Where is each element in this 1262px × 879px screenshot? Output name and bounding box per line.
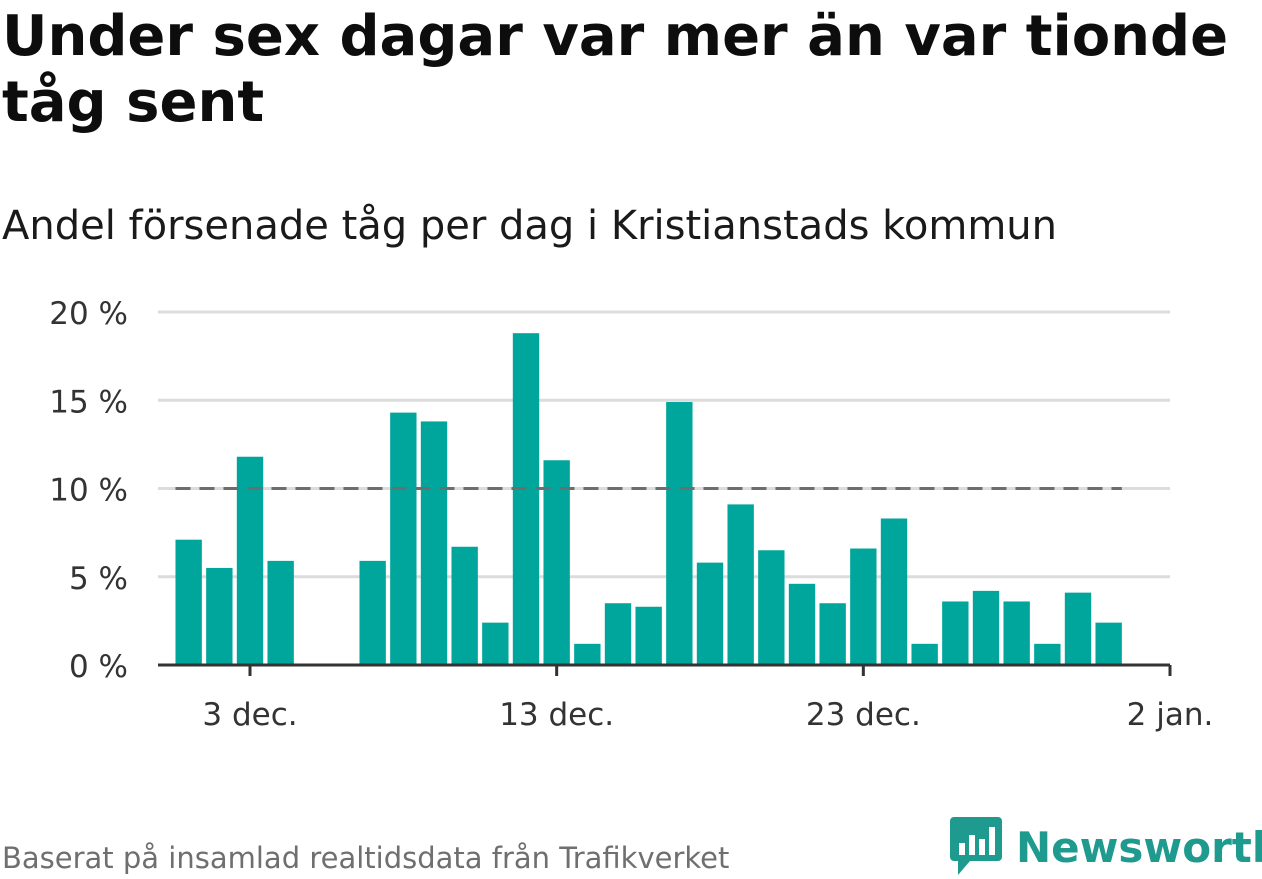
bar xyxy=(359,560,386,665)
bar xyxy=(1034,643,1061,665)
y-tick-label: 15 % xyxy=(49,384,128,420)
bar xyxy=(390,412,417,665)
bar xyxy=(788,583,816,665)
bar xyxy=(543,460,570,665)
bar xyxy=(236,456,264,665)
x-tick-label: 13 dec. xyxy=(499,697,614,733)
bar xyxy=(206,567,233,665)
bar xyxy=(1064,592,1092,665)
bar xyxy=(972,590,1000,665)
bar xyxy=(267,560,294,665)
bar xyxy=(635,606,662,665)
source-note: Baserat på insamlad realtidsdata från Tr… xyxy=(2,841,730,875)
bars xyxy=(175,333,1122,665)
bar xyxy=(482,622,509,665)
brand-name: Newsworthy xyxy=(1016,823,1262,872)
y-tick-label: 5 % xyxy=(69,561,128,597)
bar xyxy=(911,643,938,665)
bar xyxy=(175,539,202,665)
chart-subtitle: Andel försenade tåg per dag i Kristianst… xyxy=(2,203,1057,249)
bar xyxy=(758,550,785,665)
bar xyxy=(574,643,601,665)
y-tick-label: 20 % xyxy=(49,296,128,332)
bar xyxy=(942,601,969,665)
brand-logo[interactable]: Newsworthy xyxy=(950,817,1262,879)
gridlines xyxy=(158,310,1170,579)
bar xyxy=(1095,622,1122,665)
y-tick-label: 10 % xyxy=(49,473,128,509)
bar xyxy=(512,333,540,665)
bar xyxy=(819,603,846,665)
bar xyxy=(666,402,693,665)
axes: 0 % 5 % 10 % 15 % 20 % 3 dec. 13 dec. 23 dec. 2 … xyxy=(49,296,1213,733)
bar xyxy=(727,504,754,665)
bar-chart-bubble-icon xyxy=(950,817,1002,879)
bar xyxy=(696,562,724,665)
x-tick-label: 2 jan. xyxy=(1127,697,1214,733)
bar xyxy=(850,548,877,665)
bar xyxy=(1003,601,1030,665)
y-tick-label: 0 % xyxy=(69,649,128,685)
bar xyxy=(451,546,478,665)
x-tick-label: 3 dec. xyxy=(202,697,297,733)
bar xyxy=(420,421,448,665)
bar xyxy=(880,518,908,665)
bar-chart: 0 % 5 % 10 % 15 % 20 % 3 dec. 13 dec. 23 dec. 2 … xyxy=(49,296,1213,733)
x-tick-label: 23 dec. xyxy=(806,697,921,733)
chart-title: Under sex dagar var mer än var tionde tå… xyxy=(2,4,1229,135)
bar xyxy=(604,603,632,665)
